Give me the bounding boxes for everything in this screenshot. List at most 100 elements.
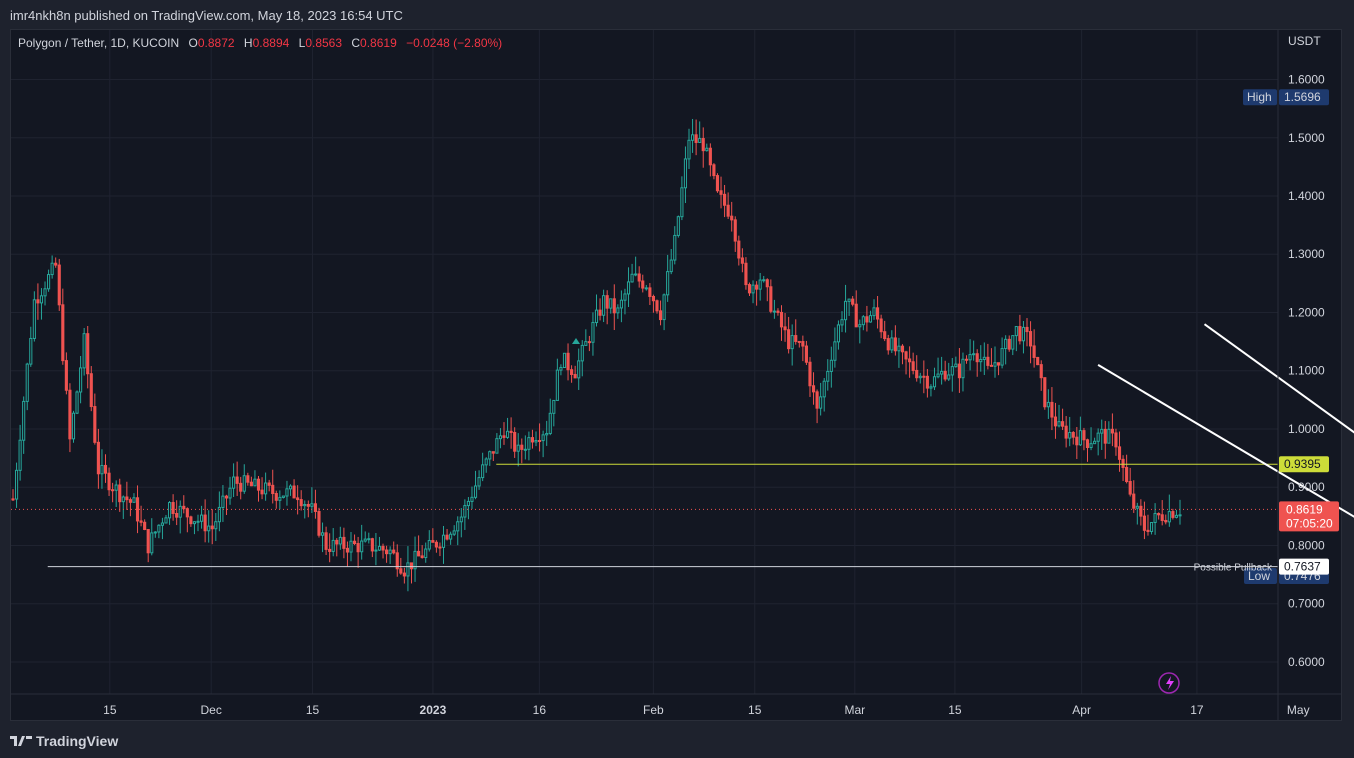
- candle-body: [424, 548, 428, 559]
- pullback-price-tag-value: 0.7637: [1284, 560, 1321, 574]
- candle-body: [1174, 514, 1179, 518]
- candle-body: [182, 505, 186, 510]
- candle-body: [1050, 401, 1054, 418]
- tradingview-logo[interactable]: TradingView: [10, 733, 118, 749]
- candle-body: [651, 295, 655, 302]
- candle-body: [577, 360, 581, 379]
- candle-body: [865, 316, 869, 323]
- candle-body: [417, 550, 421, 557]
- candle-body: [299, 499, 303, 507]
- candle-body: [221, 495, 225, 508]
- open-value: 0.8872: [197, 36, 235, 50]
- candle-body: [570, 369, 574, 375]
- symbol-title[interactable]: Polygon / Tether, 1D, KUCOIN: [18, 36, 180, 50]
- current-price-countdown: 07:05:20: [1286, 516, 1333, 530]
- candle-body: [253, 478, 257, 487]
- candle-body: [445, 534, 449, 540]
- candle-body: [602, 295, 606, 316]
- candle-body: [1000, 348, 1004, 366]
- candle-body: [772, 310, 776, 313]
- y-tick-label: 1.1000: [1288, 364, 1325, 378]
- candle-body: [1061, 421, 1065, 427]
- candle-body: [50, 262, 54, 276]
- candle-body: [854, 303, 858, 328]
- candle-body: [1039, 364, 1043, 379]
- candle-body: [634, 273, 638, 276]
- candle-body: [402, 572, 406, 577]
- current-price-box: [1279, 501, 1339, 532]
- candle-body: [224, 495, 229, 499]
- candle-body: [1021, 326, 1026, 342]
- close-value: 0.8619: [360, 36, 397, 50]
- candle-body: [406, 562, 410, 577]
- candle-body: [502, 435, 506, 438]
- candle-body: [313, 503, 317, 512]
- candle-body: [135, 497, 140, 522]
- candle-body: [545, 433, 549, 436]
- candle-body: [274, 493, 278, 501]
- candle-body: [11, 498, 15, 501]
- candle-body: [235, 476, 239, 484]
- x-tick-label: Feb: [643, 703, 664, 717]
- candle-body: [93, 406, 97, 443]
- candle-body: [217, 506, 221, 523]
- axes: USDT 1.6000 1.5000 1.4000 1.3000 1.2000 1.1000…: [11, 30, 1342, 720]
- candle-body: [658, 310, 663, 321]
- tradingview-logo-icon: [10, 736, 32, 746]
- candle-body: [114, 484, 118, 491]
- y-tick-label: 0.7000: [1288, 597, 1325, 611]
- candle-body: [150, 532, 154, 554]
- candle-body: [1025, 326, 1029, 333]
- candle-body: [54, 262, 58, 266]
- candle-body: [598, 309, 602, 316]
- candle-body: [808, 361, 812, 387]
- candle-body: [1171, 511, 1175, 518]
- candle-body: [296, 497, 300, 501]
- candle-body: [441, 534, 446, 548]
- candle-body: [794, 335, 798, 342]
- candle-body: [153, 531, 157, 534]
- candle-body: [1078, 430, 1082, 446]
- candle-body: [520, 444, 524, 450]
- candle-body: [1164, 519, 1168, 523]
- candle-body: [192, 521, 197, 525]
- candle-body: [811, 385, 816, 393]
- candle-body: [858, 324, 862, 328]
- candle-body: [1085, 439, 1090, 449]
- candle-body: [968, 354, 972, 361]
- candle-body: [612, 298, 616, 314]
- candle-body: [288, 485, 293, 490]
- candle-body: [883, 331, 887, 340]
- candle-body: [886, 338, 890, 351]
- candle-body: [979, 358, 983, 363]
- candle-body: [356, 543, 360, 553]
- candle-body: [833, 341, 837, 361]
- candle-body: [320, 532, 325, 536]
- x-tick-label: 17: [1190, 703, 1204, 717]
- candle-body: [957, 363, 961, 379]
- candle-body: [619, 299, 623, 309]
- candle-body: [498, 435, 503, 440]
- candle-body: [826, 370, 830, 382]
- candle-body: [758, 279, 762, 290]
- candle-body: [1043, 377, 1047, 408]
- candle-body: [338, 536, 342, 545]
- candle-body: [890, 337, 894, 351]
- grid-lines: [11, 30, 1278, 694]
- candle-body: [449, 533, 453, 540]
- y-tick-label: 1.2000: [1288, 305, 1325, 319]
- candle-body: [96, 441, 100, 475]
- candle-body: [1018, 326, 1022, 342]
- candle-body: [964, 358, 969, 361]
- lightning-icon-bolt: [1166, 676, 1174, 690]
- candle-body: [505, 430, 510, 438]
- candle-body: [530, 437, 535, 443]
- high-price-tag-value: 1.5696: [1284, 90, 1321, 104]
- candle-body: [271, 484, 275, 495]
- candle-body: [676, 216, 680, 236]
- chart-frame[interactable]: [10, 29, 1342, 721]
- candle-body: [281, 495, 285, 498]
- candle-body: [370, 538, 374, 552]
- candle-body: [876, 307, 880, 320]
